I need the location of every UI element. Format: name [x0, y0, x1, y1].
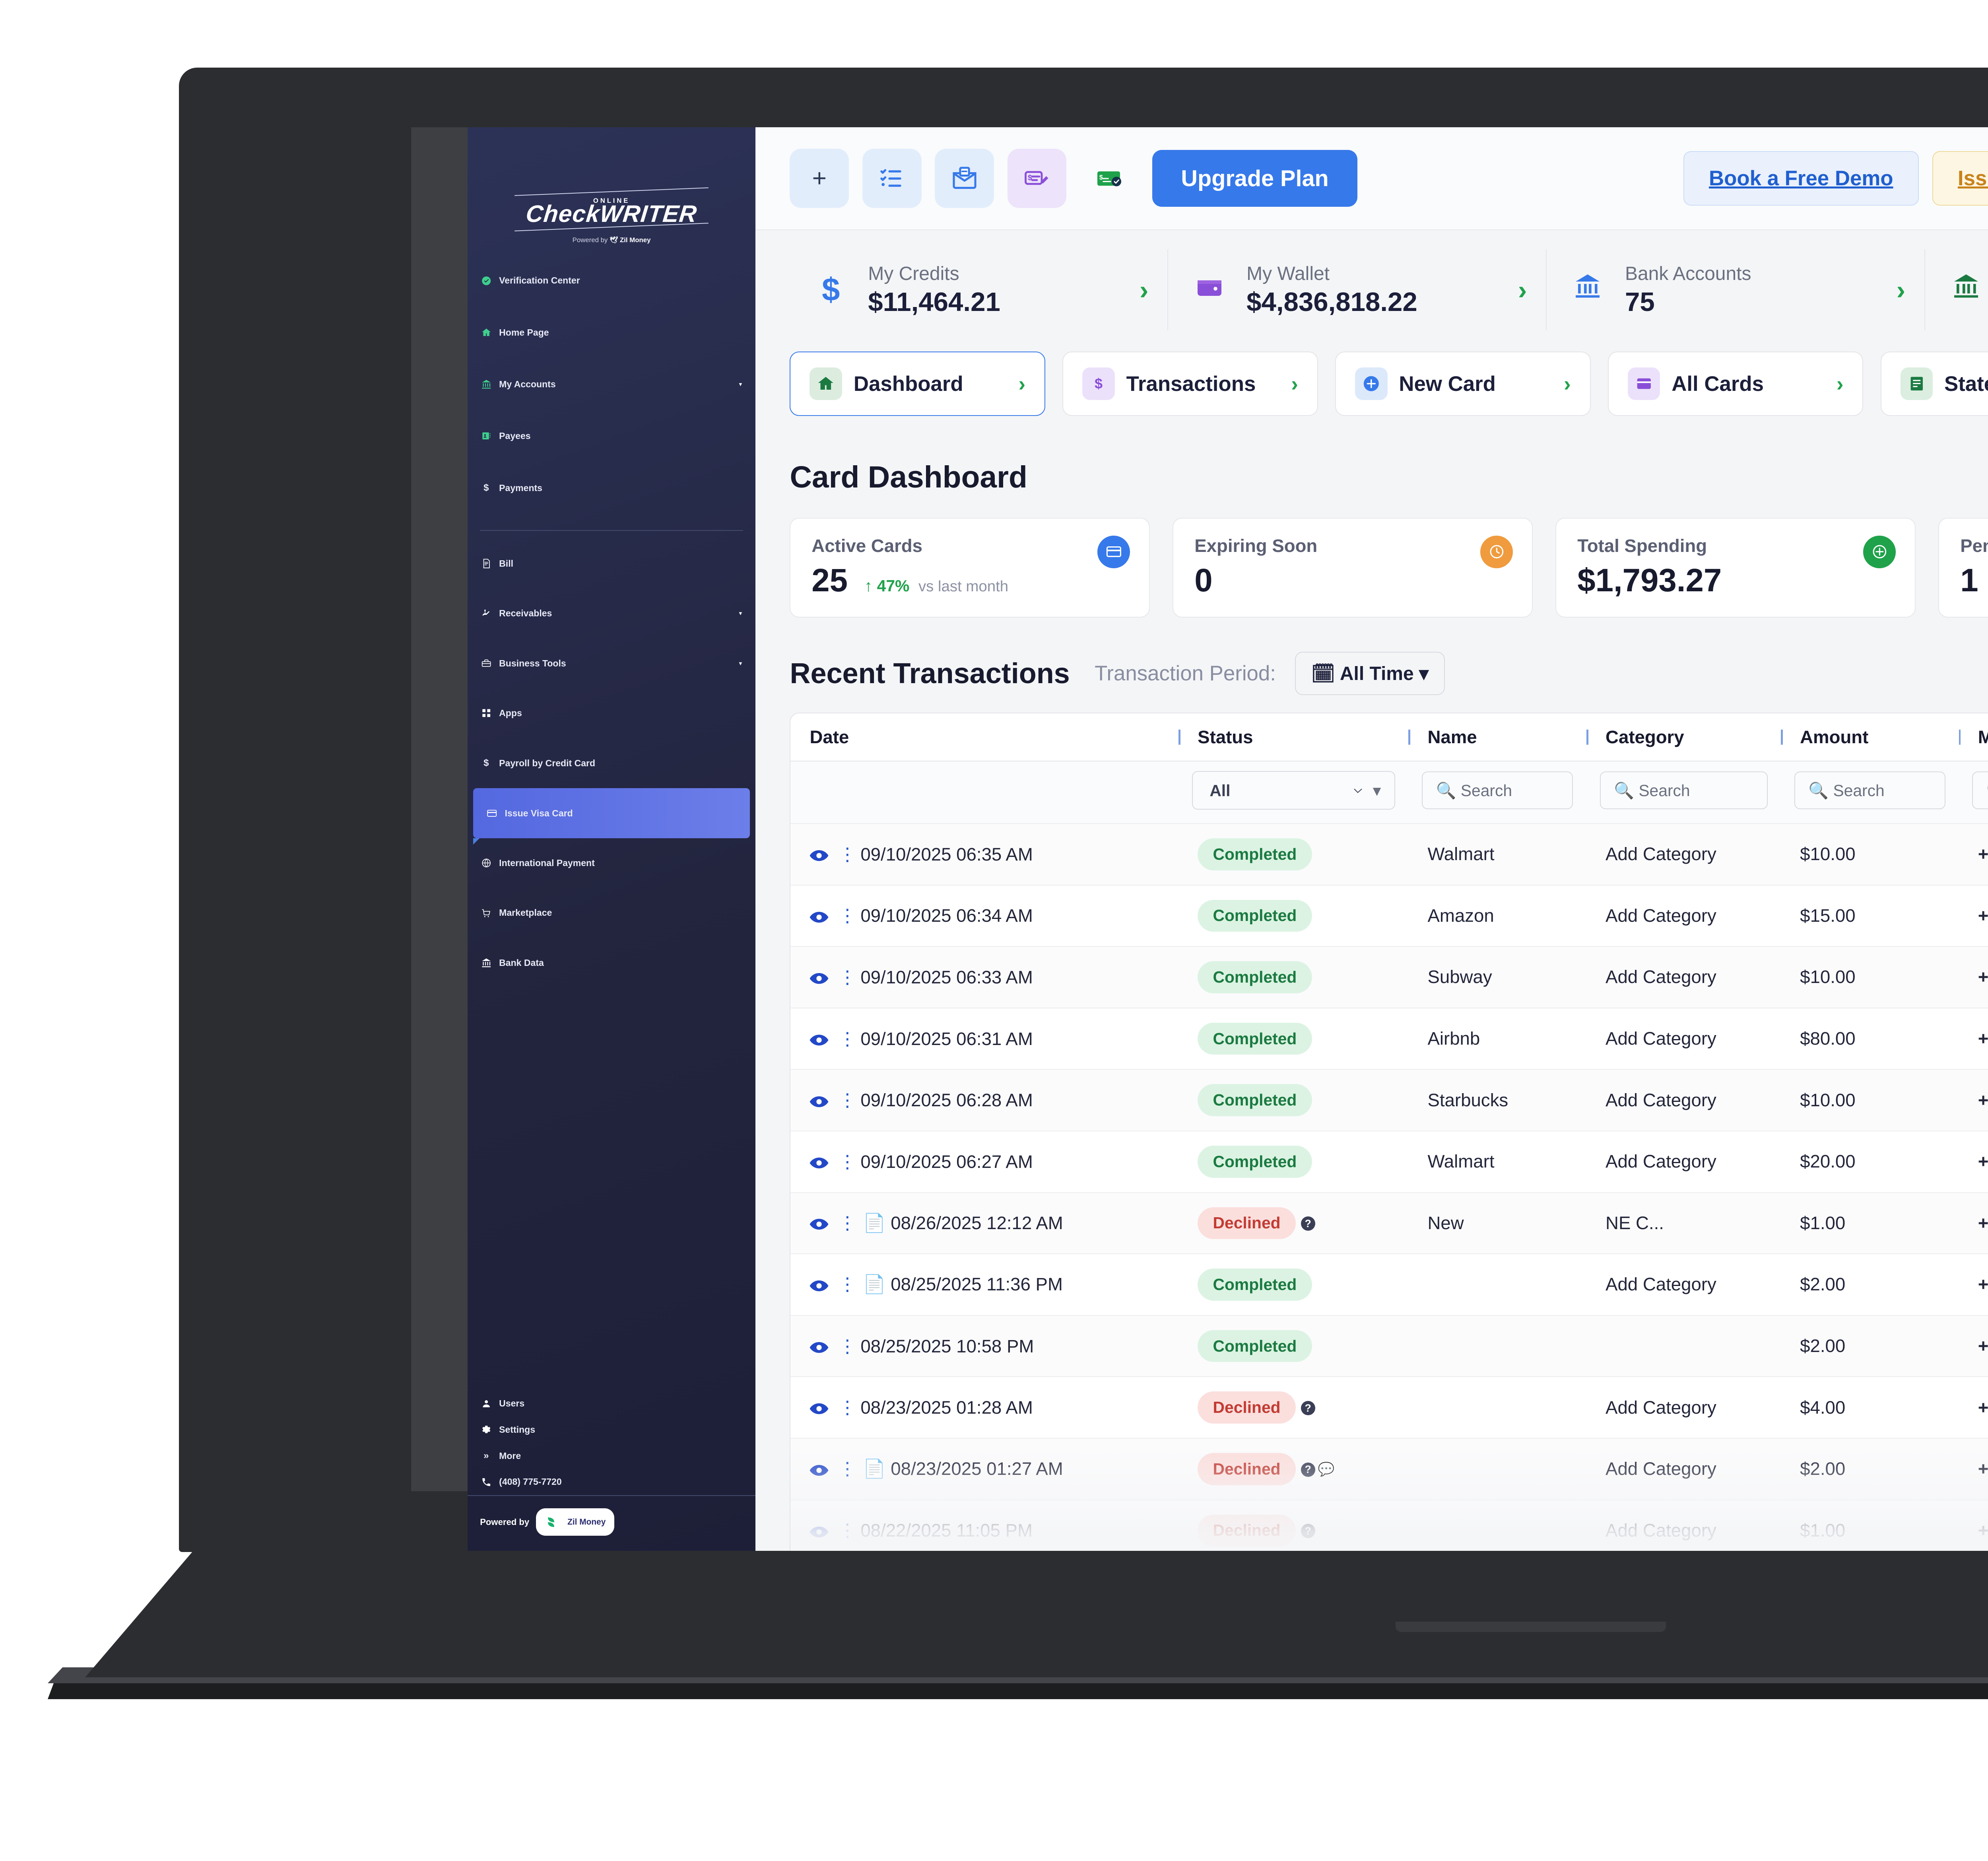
- svg-text:$: $: [1028, 173, 1032, 182]
- svg-text:$: $: [1099, 174, 1103, 181]
